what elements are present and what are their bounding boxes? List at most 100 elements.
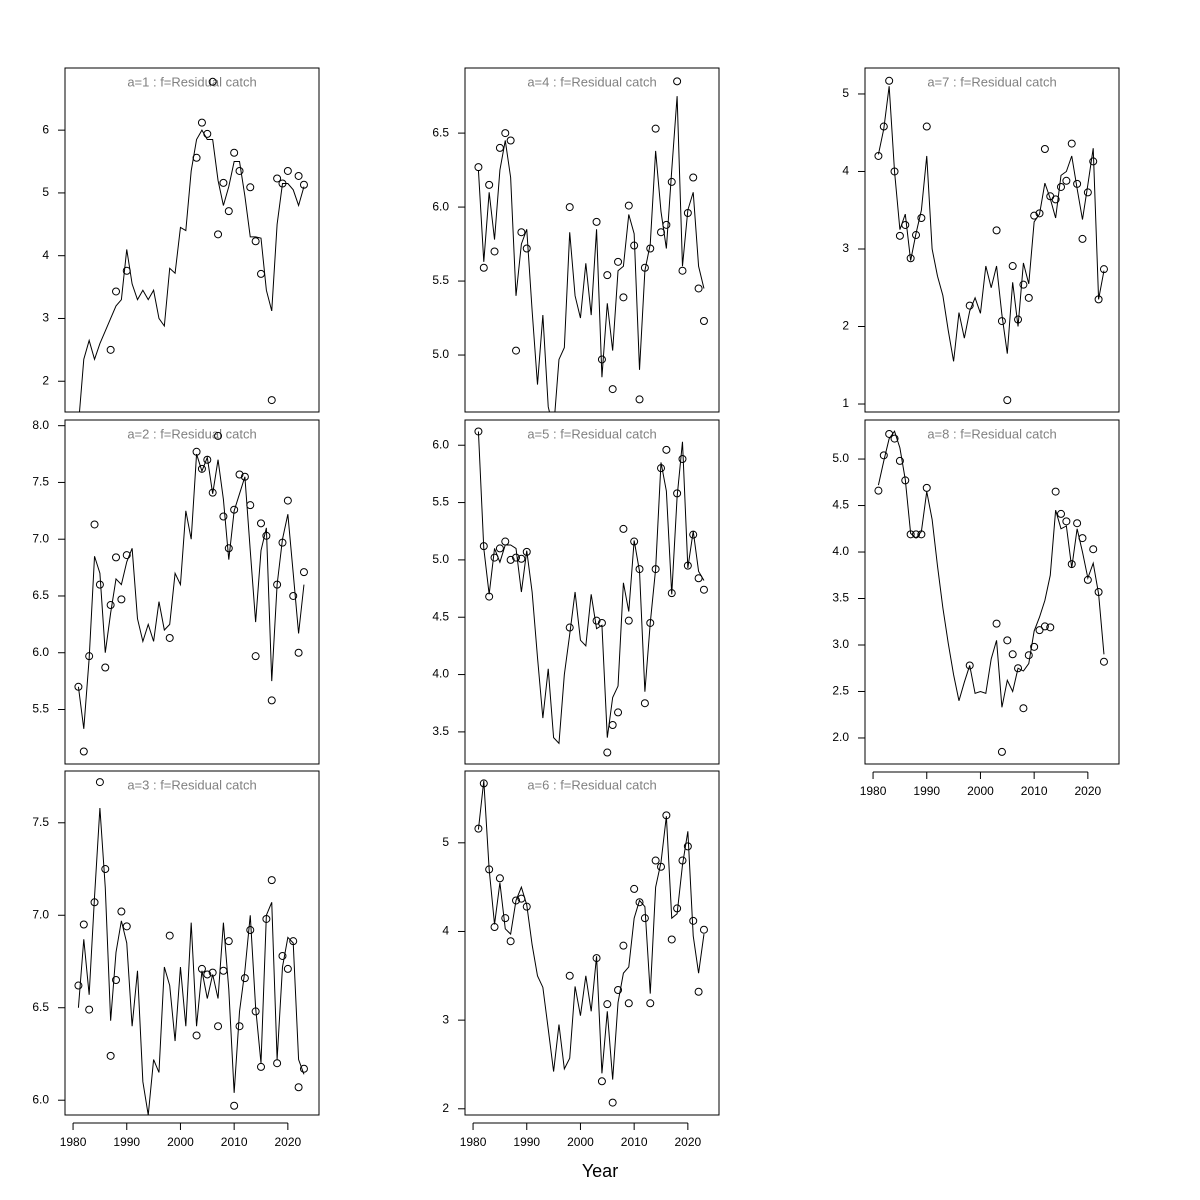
y-tick-label: 5.5 [432,495,449,509]
y-tick-label: 1 [842,396,849,410]
obs-point [1083,188,1092,197]
y-tick-label: 3 [842,241,849,255]
obs-point [1057,182,1066,191]
obs-point [203,970,212,979]
obs-point [224,937,233,946]
obs-point [522,902,531,911]
fit-line [77,453,305,729]
obs-point [257,1062,266,1071]
plot-area [474,77,708,412]
obs-point [1008,262,1017,271]
obs-point [267,396,276,405]
obs-point [673,489,682,498]
x-tick-label: 1990 [513,1135,540,1149]
obs-point [895,231,904,240]
fit-line [78,129,305,412]
obs-point [283,496,292,505]
x-tick-label: 2020 [675,1135,702,1149]
obs-point [683,208,692,217]
obs-point [1024,293,1033,302]
obs-point [240,472,249,481]
panel-box [464,67,720,413]
obs-point [673,77,682,86]
obs-point [1067,139,1076,148]
y-tick-label: 4.0 [432,667,449,681]
obs-point [997,747,1006,756]
obs-point [289,591,298,600]
x-tick-label: 2010 [1021,784,1048,798]
obs-point [479,263,488,272]
x-tick-label: 1980 [860,784,887,798]
obs-point [203,129,212,138]
obs-point [992,226,1001,235]
obs-point [506,555,515,564]
y-tick-label: 5.5 [32,702,49,716]
obs-point [667,177,676,186]
obs-point [117,595,126,604]
plot-area [74,431,308,756]
plot-area [874,76,1108,405]
obs-point [479,779,488,788]
obs-point [1078,534,1087,543]
obs-point [694,574,703,583]
obs-point [890,167,899,176]
panel-title: a=4 : f=Residual catch [527,74,656,89]
panel-box [864,67,1120,413]
obs-point [214,1022,223,1031]
obs-point [901,220,910,229]
obs-point [912,231,921,240]
fit-line [477,431,705,745]
obs-point [246,501,255,510]
obs-point [635,395,644,404]
obs-point [79,920,88,929]
obs-point [214,230,223,239]
obs-point [208,488,217,497]
obs-point [592,954,601,963]
obs-point [283,964,292,973]
obs-point [90,520,99,529]
obs-point [294,648,303,657]
obs-point [165,633,174,642]
y-tick-label: 6.0 [32,1092,49,1106]
y-tick-label: 4.5 [832,498,849,512]
obs-point [1019,704,1028,713]
obs-point [517,228,526,237]
obs-point [646,244,655,253]
obs-point [1030,211,1039,220]
obs-point [651,565,660,574]
fit-line [477,780,705,1080]
plot-area [474,779,708,1107]
obs-point [251,1007,260,1016]
obs-point [1003,636,1012,645]
y-tick-label: 6.0 [32,645,49,659]
obs-point [267,696,276,705]
panel-box [864,419,1120,765]
obs-point [614,708,623,717]
obs-point [90,898,99,907]
obs-point [522,547,531,556]
obs-point [651,124,660,133]
obs-point [635,898,644,907]
x-tick-label: 2020 [275,1135,302,1149]
obs-point [608,1098,617,1107]
obs-point [646,999,655,1008]
obs-point [619,524,628,533]
obs-point [262,914,271,923]
obs-point [673,904,682,913]
obs-point [495,544,504,553]
obs-point [608,721,617,730]
panel-title: a=5 : f=Residual catch [527,426,656,441]
obs-point [240,974,249,983]
x-tick-label: 1990 [113,1135,140,1149]
obs-point [235,1022,244,1031]
y-tick-label: 3.0 [832,637,849,651]
obs-point [192,447,201,456]
panel-title: a=6 : f=Residual catch [527,777,656,792]
obs-point [299,180,308,189]
x-tick-label: 1980 [460,1135,487,1149]
obs-point [614,257,623,266]
obs-point [479,542,488,551]
y-tick-label: 2 [42,373,49,387]
